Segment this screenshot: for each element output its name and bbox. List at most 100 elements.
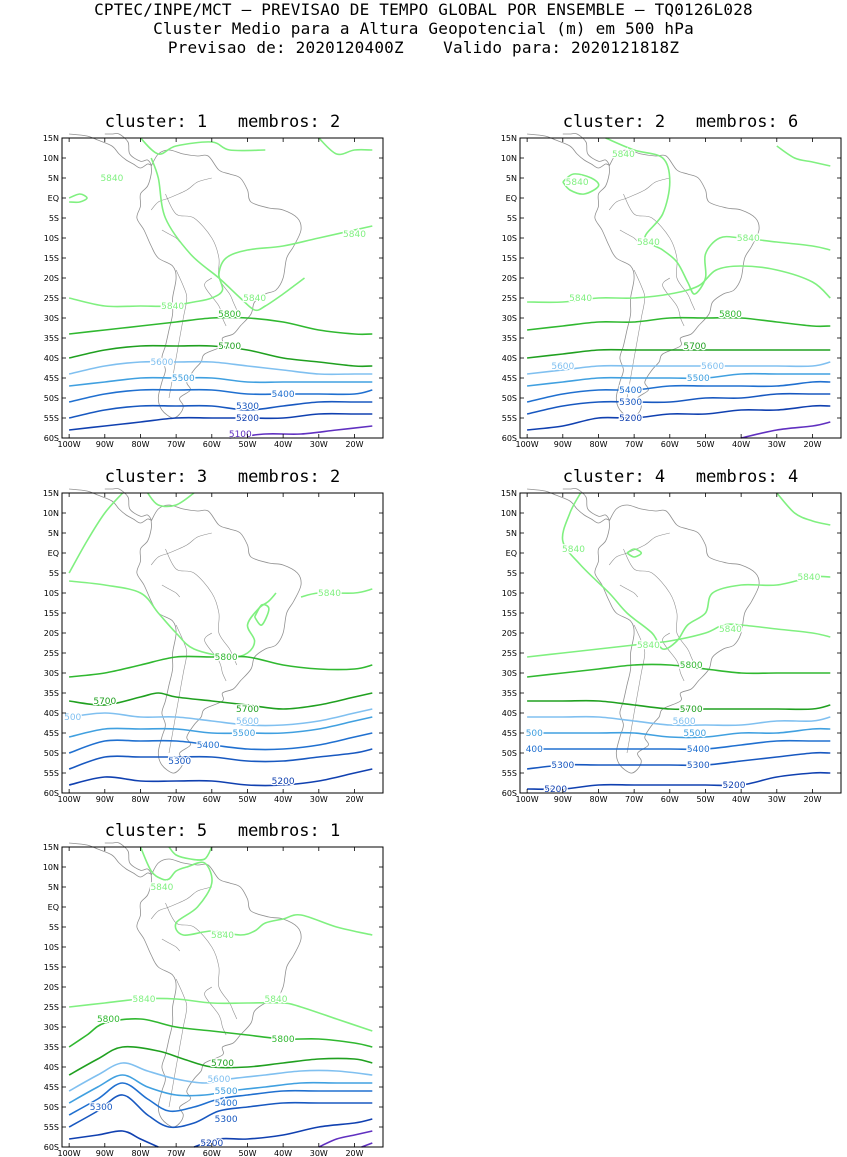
coastline-south-america (136, 504, 302, 774)
map-frame (61, 846, 384, 1148)
map-frame (519, 137, 842, 439)
lon-label: 50W (696, 795, 714, 804)
contour-label: 5400 (272, 390, 295, 400)
country-border (204, 632, 227, 682)
contour-label: 5600 (236, 717, 259, 727)
contour-label: 5800 (272, 1035, 295, 1045)
contour-5600 (527, 361, 831, 375)
contour-5400 (526, 380, 831, 403)
country-border (623, 548, 696, 666)
country-border (168, 624, 188, 754)
lon-label: 80W (589, 440, 607, 449)
contour-label: 5300 (619, 398, 642, 408)
lat-label: 5N (48, 529, 59, 538)
contour-label: 5400 (197, 741, 220, 751)
lat-label: 30S (44, 314, 59, 323)
contour-label: 5700 (683, 342, 706, 352)
country-border (204, 277, 227, 327)
lat-label: 5S (507, 214, 517, 223)
contour-label: 5840 (637, 238, 660, 248)
cluster-map: 5840 5840 5840 5840 5840 5800 5700 5600 5600 5500… (501, 133, 842, 449)
lon-label: 80W (131, 440, 149, 449)
contour-label: 5400 (687, 745, 710, 755)
contour-5500 (527, 372, 831, 387)
cluster-panel-1: cluster: 1 membros: 2 5840 5840 5840 5840 58… (0, 112, 384, 449)
contour-label: 5840 (737, 234, 760, 244)
coastline-central-america (69, 488, 152, 524)
lon-label: 60W (661, 795, 679, 804)
lon-label: 70W (625, 795, 643, 804)
lon-label: 40W (732, 795, 750, 804)
lat-label: 45S (502, 374, 517, 383)
lat-label: 15S (44, 963, 59, 972)
contour-5300 (68, 400, 373, 419)
lat-label: 35S (44, 689, 59, 698)
lat-label: 10N (43, 863, 59, 872)
country-border (150, 532, 212, 566)
contour-5800 (68, 1018, 373, 1048)
lat-label: 10N (501, 509, 517, 518)
contour-label: 5200 (272, 777, 295, 787)
country-border (623, 193, 696, 311)
contour-label: 5840 (243, 294, 266, 304)
lat-label: 50S (44, 1103, 59, 1112)
contour-5100 (361, 1142, 373, 1148)
lat-label: 30S (44, 669, 59, 678)
lat-label: 40S (44, 354, 59, 363)
contour-5200 (527, 404, 831, 431)
contour-label: 5500 (232, 729, 255, 739)
contour-label: 500 (526, 729, 543, 739)
lon-label: 60W (203, 440, 221, 449)
lat-label: EQ (48, 194, 59, 203)
contour-5840 (68, 193, 88, 204)
lat-label: 20S (44, 983, 59, 992)
lon-label: 20W (345, 795, 363, 804)
lat-label: 45S (44, 1083, 59, 1092)
lat-label: 20S (502, 629, 517, 638)
lon-label: 50W (238, 1149, 256, 1157)
contour-label: 5840 (637, 641, 660, 651)
contour-5700 (68, 1045, 373, 1076)
lat-label: 20S (44, 629, 59, 638)
lat-label: 15N (43, 489, 59, 498)
contour-label: 5840 (318, 589, 341, 599)
lon-label: 90W (554, 795, 572, 804)
contour-label: 5700 (211, 1059, 234, 1069)
contour-5700 (527, 348, 831, 359)
contour-5300 (68, 1094, 373, 1129)
contour-5600 (68, 1062, 373, 1092)
contour-5840 (562, 173, 600, 195)
contour-5100 (740, 421, 831, 439)
contour-5500 (69, 376, 373, 387)
lat-label: 45S (44, 729, 59, 738)
lat-label: 10N (43, 509, 59, 518)
lon-label: 60W (661, 440, 679, 449)
lat-label: 10S (44, 589, 59, 598)
country-border (626, 269, 646, 399)
lat-label: 5S (49, 214, 59, 223)
lat-label: EQ (48, 903, 59, 912)
contour-5100 (229, 425, 373, 439)
lon-label: 90W (96, 440, 114, 449)
lat-label: 55S (502, 769, 517, 778)
lat-label: 35S (502, 334, 517, 343)
coastline-central-america (527, 488, 610, 524)
contour-5840 (168, 846, 213, 861)
lat-label: 15N (43, 134, 59, 143)
contour-5800 (527, 316, 831, 331)
contour-label: 500 (64, 713, 81, 723)
lat-label: 20S (502, 274, 517, 283)
lon-label: 20W (345, 1149, 363, 1157)
contour-label: 5800 (680, 661, 703, 671)
country-border (662, 632, 685, 682)
lon-label: 30W (310, 1149, 328, 1157)
lat-label: 30S (44, 1023, 59, 1032)
contour-label: 5800 (719, 310, 742, 320)
contour-5840 (776, 492, 831, 526)
lon-label: 20W (345, 440, 363, 449)
lon-label: 40W (732, 440, 750, 449)
contour-label: 5300 (168, 757, 191, 767)
contour-label: 5400 (215, 1099, 238, 1109)
coastline-central-america (527, 133, 610, 169)
contour-label: 5500 (683, 729, 706, 739)
